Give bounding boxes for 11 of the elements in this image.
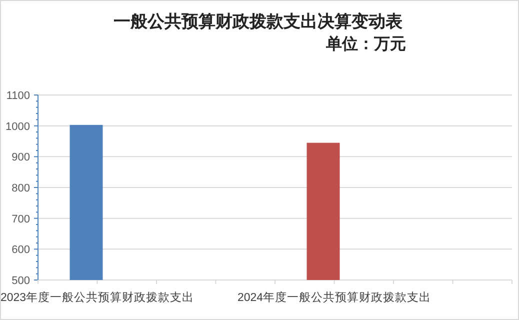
x-tick-label: 2024年度一般公共预算财政拨款支出 [237, 290, 432, 304]
y-tick-label: 600 [12, 244, 30, 256]
chart-title: 一般公共预算财政拨款支出决算变动表 [114, 12, 404, 32]
x-tick-label: 2023年度一般公共预算财政拨款支出 [0, 290, 194, 304]
y-tick-label: 1000 [6, 120, 30, 133]
y-tick-label: 800 [12, 182, 30, 194]
y-tick-label: 1100 [6, 90, 30, 102]
y-tick-label: 700 [12, 213, 30, 226]
y-tick-label: 500 [12, 275, 30, 287]
y-tick-label: 900 [12, 152, 30, 164]
chart-subtitle: 单位：万元 [325, 34, 406, 53]
